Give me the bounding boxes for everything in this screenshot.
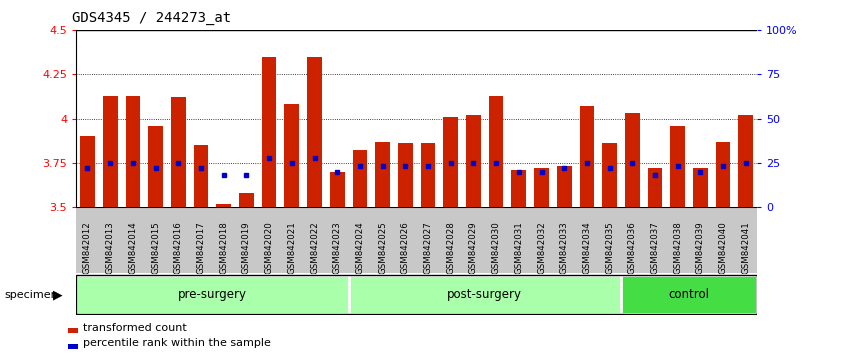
Bar [68, 344, 78, 349]
Bar [80, 136, 95, 207]
Bar [693, 168, 708, 207]
Bar [420, 143, 436, 207]
FancyBboxPatch shape [621, 275, 757, 314]
Bar [489, 96, 503, 207]
Bar [148, 126, 163, 207]
Text: GDS4345 / 244273_at: GDS4345 / 244273_at [72, 11, 231, 25]
Bar [625, 113, 640, 207]
Bar [557, 166, 572, 207]
Bar [376, 142, 390, 207]
FancyBboxPatch shape [349, 275, 621, 314]
Text: pre-surgery: pre-surgery [178, 288, 247, 301]
Bar [602, 143, 617, 207]
Bar [307, 57, 321, 207]
Bar [217, 204, 231, 207]
Bar [443, 117, 458, 207]
Bar [330, 172, 344, 207]
Bar [534, 168, 549, 207]
Bar [171, 97, 185, 207]
Bar [648, 168, 662, 207]
Bar [194, 145, 208, 207]
Bar [68, 328, 78, 333]
Bar [716, 142, 730, 207]
Bar [512, 170, 526, 207]
Bar [284, 104, 299, 207]
Bar [466, 115, 481, 207]
Text: ▶: ▶ [52, 288, 63, 301]
Bar [261, 57, 277, 207]
FancyBboxPatch shape [76, 275, 349, 314]
Bar [580, 106, 594, 207]
Bar [739, 115, 753, 207]
Bar [353, 150, 367, 207]
Text: percentile rank within the sample: percentile rank within the sample [83, 338, 271, 348]
Bar [125, 96, 140, 207]
Bar [239, 193, 254, 207]
Text: post-surgery: post-surgery [448, 288, 522, 301]
Bar [398, 143, 413, 207]
Bar [670, 126, 685, 207]
Text: specimen: specimen [4, 290, 58, 300]
Text: control: control [668, 288, 710, 301]
Bar [103, 96, 118, 207]
Text: transformed count: transformed count [83, 322, 186, 332]
